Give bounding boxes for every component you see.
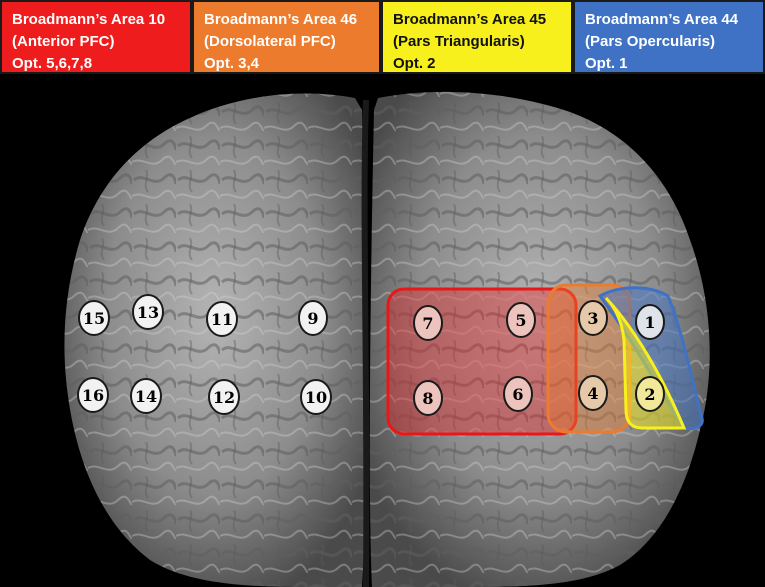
electrode-markers: 1 2 3 4 5 6 7	[77, 294, 665, 416]
legend-bar: Broadmann’s Area 10 (Anterior PFC) Opt. …	[0, 0, 765, 74]
electrode-13: 13	[132, 294, 164, 330]
legend-area-10: Broadmann’s Area 10 (Anterior PFC) Opt. …	[0, 0, 192, 74]
legend-area-46-subtitle: (Dorsolateral PFC)	[204, 33, 336, 50]
electrode-14-label: 14	[135, 387, 157, 406]
legend-area-10-subtitle: (Anterior PFC)	[12, 33, 115, 50]
legend-area-44-title: Broadmann’s Area 44	[585, 11, 739, 28]
electrode-7-label: 7	[422, 314, 433, 333]
electrode-6: 6	[503, 376, 533, 412]
longitudinal-fissure	[361, 99, 370, 587]
legend-area-10-options: Opt. 5,6,7,8	[12, 55, 93, 72]
electrode-12: 12	[208, 379, 240, 415]
legend-area-46: Broadmann’s Area 46 (Dorsolateral PFC) O…	[192, 0, 381, 74]
electrode-14: 14	[130, 378, 162, 414]
electrode-8: 8	[413, 380, 443, 416]
legend-area-46-options: Opt. 3,4	[204, 55, 260, 72]
electrode-1-label: 1	[644, 313, 655, 332]
electrode-4-label: 4	[587, 384, 598, 403]
electrode-10-label: 10	[305, 388, 327, 407]
electrode-9-label: 9	[307, 309, 318, 328]
electrode-8-label: 8	[422, 389, 433, 408]
electrode-2-label: 2	[644, 385, 655, 404]
electrode-1: 1	[635, 304, 665, 340]
legend-area-44-subtitle: (Pars Opercularis)	[585, 33, 716, 50]
legend-area-45-subtitle: (Pars Triangularis)	[393, 33, 525, 50]
legend-area-46-title: Broadmann’s Area 46	[204, 11, 358, 28]
electrode-12-label: 12	[213, 388, 235, 407]
electrode-15-label: 15	[83, 309, 105, 328]
electrode-6-label: 6	[512, 385, 523, 404]
electrode-11: 11	[206, 301, 238, 337]
electrode-7: 7	[413, 305, 443, 341]
legend-area-45-title: Broadmann’s Area 45	[393, 11, 547, 28]
electrode-2: 2	[635, 376, 665, 412]
electrode-5-label: 5	[515, 311, 526, 330]
electrode-5: 5	[506, 302, 536, 338]
electrode-16: 16	[77, 377, 109, 413]
electrode-16-label: 16	[82, 386, 104, 405]
legend-area-10-title: Broadmann’s Area 10	[12, 11, 166, 28]
legend-area-44: Broadmann’s Area 44 (Pars Opercularis) O…	[573, 0, 765, 74]
electrode-10: 10	[300, 379, 332, 415]
electrode-15: 15	[78, 300, 110, 336]
electrode-11-label: 11	[211, 310, 233, 329]
electrode-9: 9	[298, 300, 328, 336]
electrode-13-label: 13	[137, 303, 159, 322]
electrode-4: 4	[578, 375, 608, 411]
electrode-3-label: 3	[587, 309, 598, 328]
electrode-3: 3	[578, 300, 608, 336]
legend-area-44-options: Opt. 1	[585, 55, 628, 72]
legend-area-45: Broadmann’s Area 45 (Pars Triangularis) …	[381, 0, 573, 74]
legend-area-45-options: Opt. 2	[393, 55, 436, 72]
